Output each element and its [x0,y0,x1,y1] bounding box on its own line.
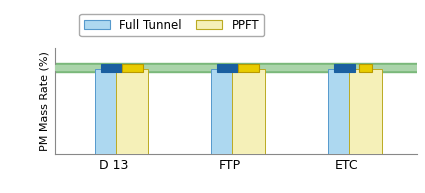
Bar [122,64,143,72]
Bar [238,64,259,72]
Bar [101,64,122,72]
Bar [334,64,355,72]
Y-axis label: PM Mass Rate (%): PM Mass Rate (%) [40,51,50,151]
Legend: Full Tunnel, PPFT: Full Tunnel, PPFT [79,14,264,36]
Bar [349,69,382,154]
Bar [328,69,360,154]
Bar [95,69,128,154]
Bar [359,64,372,72]
Bar [217,64,238,72]
Bar [116,69,148,154]
Bar [55,65,416,70]
Bar [55,63,416,72]
Bar [211,69,244,154]
Bar [232,69,265,154]
